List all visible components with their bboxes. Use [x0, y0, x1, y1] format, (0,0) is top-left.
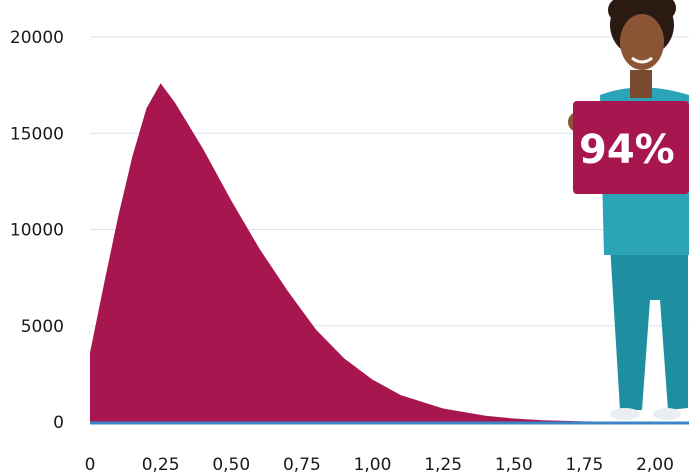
y-tick-label: 10000: [10, 221, 64, 241]
x-tick-label: 1,75: [565, 455, 603, 475]
percentage-sign: [573, 101, 689, 194]
nurse-hair-curl: [608, 0, 632, 22]
nurse-illustration: 94%: [568, 0, 689, 420]
nurse-face: [620, 14, 664, 70]
x-tick-label: 1,25: [424, 455, 462, 475]
x-tick-label: 1,00: [354, 455, 392, 475]
nurse-shoe-right: [653, 408, 681, 420]
x-tick-label: 0: [85, 455, 96, 475]
y-axis-ticks: 0 5000 10000 15000 20000: [10, 28, 64, 433]
x-tick-label: 0,50: [212, 455, 250, 475]
y-tick-label: 15000: [10, 124, 64, 144]
density-area: [90, 83, 655, 422]
y-tick-label: 20000: [10, 28, 64, 48]
y-tick-label: 0: [53, 413, 64, 433]
nurse-pants: [610, 245, 688, 410]
x-tick-label: 0,25: [142, 455, 180, 475]
nurse-hair-curl: [652, 0, 676, 20]
x-tick-label: 0,75: [283, 455, 321, 475]
x-axis-ticks: 0 0,25 0,50 0,75 1,00 1,25 1,50 1,75 2,00: [85, 455, 674, 475]
y-tick-label: 5000: [21, 317, 64, 337]
nurse-smile: [631, 56, 653, 64]
x-tick-label: 2,00: [636, 455, 674, 475]
nurse-neck: [630, 70, 652, 98]
percentage-sign-text: 94%: [579, 127, 675, 173]
nurse-shoe-left: [610, 408, 640, 420]
x-tick-label: 1,50: [495, 455, 533, 475]
